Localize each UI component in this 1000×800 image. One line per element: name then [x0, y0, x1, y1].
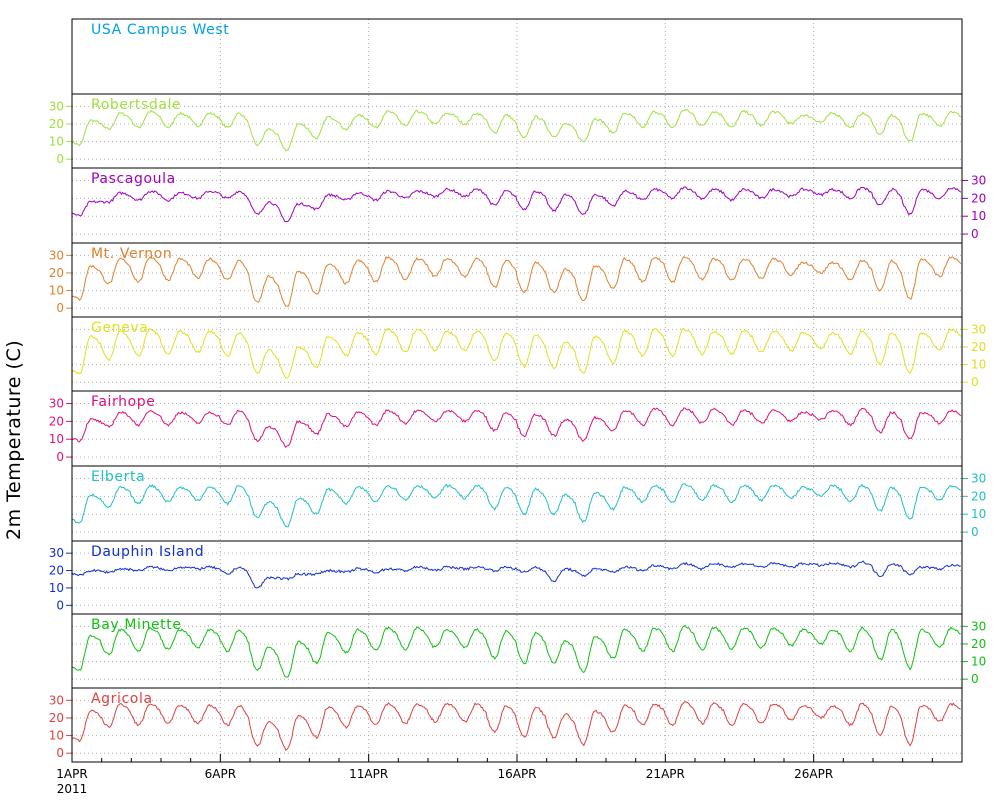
y-tick-label: 20	[971, 489, 986, 503]
series-line	[71, 483, 962, 528]
panel-title: Fairhope	[91, 394, 156, 410]
y-tick-label: 20	[49, 564, 64, 578]
y-tick-label: 30	[49, 248, 64, 262]
panel-title: Pascagoula	[91, 171, 176, 187]
series-line	[71, 327, 962, 379]
y-tick-label: 30	[49, 397, 64, 411]
y-tick-label: 30	[971, 174, 986, 188]
y-tick-label: 10	[971, 655, 986, 669]
x-tick-label: 21APR	[646, 767, 685, 781]
y-tick-label: 20	[49, 266, 64, 280]
y-tick-label: 0	[56, 746, 64, 760]
y-tick-label: 30	[49, 693, 64, 707]
x-tick-label: 11APR	[349, 767, 388, 781]
x-tick-label: 6APR	[205, 767, 236, 781]
y-tick-label: 20	[49, 414, 64, 428]
y-tick-label: 20	[971, 340, 986, 354]
series-line	[71, 255, 962, 307]
y-tick-label: 0	[971, 227, 979, 241]
y-tick-label: 0	[971, 375, 979, 389]
y-tick-label: 30	[49, 99, 64, 113]
y-tick-label: 10	[971, 507, 986, 521]
series-line	[71, 186, 962, 223]
y-tick-label: 0	[56, 450, 64, 464]
y-tick-label: 20	[971, 191, 986, 205]
y-tick-label: 20	[49, 117, 64, 131]
series-line	[71, 701, 961, 751]
series-line	[71, 109, 962, 152]
y-tick-label: 30	[971, 619, 986, 633]
y-tick-label: 0	[56, 152, 64, 166]
series-line	[71, 560, 961, 589]
y-tick-label: 20	[971, 637, 986, 651]
y-tick-label: 10	[49, 581, 64, 595]
series-line	[71, 624, 961, 678]
panel-title: Elberta	[91, 469, 145, 485]
y-tick-label: 30	[971, 472, 986, 486]
y-tick-label: 30	[49, 546, 64, 560]
y-tick-label: 0	[56, 598, 64, 612]
y-tick-label: 30	[971, 322, 986, 336]
y-tick-label: 10	[971, 358, 986, 372]
y-tick-label: 0	[971, 672, 979, 686]
panel-title: Agricola	[91, 691, 153, 707]
y-tick-label: 10	[971, 209, 986, 223]
y-tick-label: 10	[49, 432, 64, 446]
y-tick-label: 10	[49, 135, 64, 149]
panel-title: USA Campus West	[91, 22, 229, 38]
series-line	[71, 407, 962, 448]
panel-title: Mt. Vernon	[91, 246, 172, 262]
x-year-label: 2011	[57, 782, 88, 796]
panel-title: Geneva	[91, 320, 148, 336]
x-tick-label: 26APR	[794, 767, 833, 781]
y-tick-label: 0	[971, 525, 979, 539]
y-tick-label: 20	[49, 711, 64, 725]
x-tick-label: 1APR	[56, 767, 87, 781]
panel-title: Robertsdale	[91, 97, 181, 113]
y-tick-label: 10	[49, 284, 64, 298]
panel-title: Bay Minette	[91, 617, 182, 633]
y-tick-label: 10	[49, 729, 64, 743]
y-axis-label: 2m Temperature (C)	[3, 339, 25, 540]
panel-title: Dauphin Island	[91, 544, 204, 560]
y-tick-label: 0	[56, 301, 64, 315]
x-tick-label: 16APR	[497, 767, 536, 781]
